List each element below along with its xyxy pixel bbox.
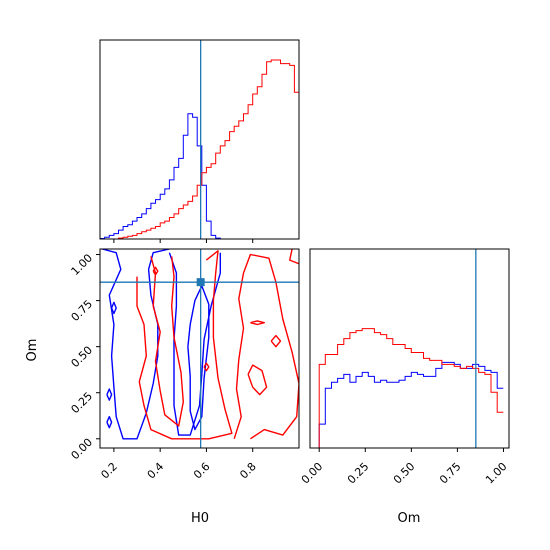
h0-histogram-blue-series: [100, 113, 299, 239]
contour-blue: [187, 285, 210, 431]
contour-red: [270, 334, 282, 348]
contour-red: [150, 256, 184, 427]
om-histogram-plot-area: [318, 328, 504, 448]
om-histogram-red-series: [318, 328, 504, 448]
contour-red: [250, 320, 265, 326]
om-tick-label: 0.50: [391, 460, 418, 487]
h0-tick-label: 0.4: [145, 460, 167, 482]
h0-histogram-panel: [99, 39, 300, 243]
om-y-axis-label: Om: [25, 339, 40, 362]
om-axis-label: Om: [398, 511, 421, 526]
h0-histogram-plot-area: [100, 59, 299, 239]
h0-histogram-red-series: [100, 59, 299, 239]
om-histogram-frame: [309, 248, 510, 449]
contour-blue: [106, 416, 113, 429]
om-y-tick-label: 1.00: [69, 251, 96, 278]
contour-plot-area: [102, 249, 299, 440]
contour-red: [152, 266, 159, 276]
contour-red: [247, 364, 268, 396]
om-y-tick-label: 0.00: [69, 436, 96, 463]
contour-red: [203, 362, 210, 372]
contour-red: [136, 250, 233, 440]
truth-marker: [196, 278, 205, 287]
om-tick-label: 0.75: [437, 460, 464, 487]
om-tick-label: 1.00: [483, 460, 510, 487]
contour-frame: [99, 248, 300, 449]
h0-tick-label: 0.8: [237, 460, 259, 482]
h0-om-contour-panel: 0.2 0.4 0.6 0.8 0.00 0.25 0.50 0.75 1.00: [69, 248, 300, 482]
contour-blue: [110, 301, 117, 315]
contour-red: [233, 253, 299, 440]
om-y-tick-label: 0.50: [69, 344, 96, 371]
contour-blue: [106, 388, 113, 401]
om-y-tick-label: 0.25: [69, 390, 96, 417]
om-tick-label: 0.25: [345, 460, 372, 487]
contour-red: [289, 249, 299, 265]
om-y-tick-label: 0.75: [69, 298, 96, 325]
contour-blue: [102, 249, 170, 440]
contour-blue: [168, 252, 221, 436]
h0-tick-label: 0.2: [98, 460, 120, 482]
h0-axis-label: H0: [191, 511, 209, 526]
h0-tick-label: 0.6: [191, 460, 213, 482]
om-histogram-panel: 0.00 0.25 0.50 0.75 1.00: [299, 248, 510, 487]
om-tick-label: 0.00: [299, 460, 326, 487]
h0-histogram-frame: [99, 39, 300, 240]
om-histogram-blue-series: [318, 361, 504, 448]
